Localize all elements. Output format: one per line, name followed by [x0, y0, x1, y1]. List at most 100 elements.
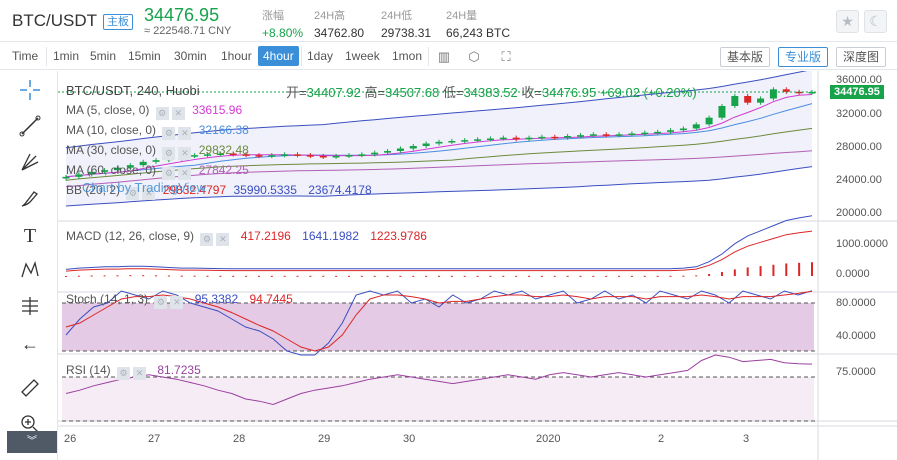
trend-line-icon[interactable]: [17, 115, 43, 141]
price-tick: 36000.00: [836, 74, 882, 86]
macd-histogram-bar: [219, 275, 222, 277]
timeframe-1mon[interactable]: 1mon: [392, 49, 423, 63]
close-icon[interactable]: ✕: [178, 167, 192, 180]
price-chart[interactable]: [58, 71, 897, 460]
high-value: 34507.68: [385, 85, 440, 100]
basic-view-button[interactable]: 基本版: [720, 47, 771, 67]
candle-body: [576, 135, 584, 137]
candle-body: [474, 139, 482, 141]
candle-body: [486, 138, 494, 140]
settings-icon[interactable]: ⚙: [126, 187, 140, 200]
timeframe-1day[interactable]: 1day: [307, 49, 334, 63]
back-arrow-icon[interactable]: ←: [21, 334, 39, 354]
close-icon[interactable]: ✕: [178, 127, 192, 140]
price-tick: 28000.00: [836, 141, 882, 153]
fullscreen-icon[interactable]: ⛶: [501, 49, 511, 64]
candle-body: [294, 154, 302, 156]
timeframe-15min[interactable]: 15min: [128, 49, 161, 63]
timeframe-1week[interactable]: 1week: [345, 49, 380, 63]
macd-histogram-bar: [245, 275, 248, 277]
close-icon[interactable]: ✕: [216, 233, 230, 246]
stoch-legend[interactable]: Stoch (14, 1, 3) ⚙ ✕ 95.3382 94.7445: [66, 292, 293, 309]
settings-icon[interactable]: ⚙: [200, 233, 214, 246]
macd-histogram-bar: [373, 275, 376, 277]
ma60-legend[interactable]: MA (60, close, 0) ⚙ ✕ 27842.25: [66, 163, 249, 180]
candle-body: [705, 117, 713, 125]
pitchfork-icon[interactable]: [17, 151, 43, 177]
candle-body: [757, 98, 765, 103]
settings-icon[interactable]: ⚙: [155, 107, 169, 120]
theme-moon-icon[interactable]: ☾: [864, 10, 887, 33]
crosshair-icon[interactable]: [17, 79, 43, 105]
macd-histogram-bar: [425, 275, 428, 277]
macd-histogram-bar: [116, 275, 119, 277]
bb-legend[interactable]: BB (20, 2) ⚙ ✕ 29832.4797 35990.5335 2367…: [66, 183, 372, 200]
ohlc-readout: 开=34407.92 高=34507.68 低=34383.52 收=34476…: [286, 82, 697, 101]
close-icon[interactable]: ✕: [133, 367, 147, 380]
timeframe-5min[interactable]: 5min: [90, 49, 117, 63]
candle-body: [525, 137, 533, 140]
timeframe-time[interactable]: Time: [12, 49, 39, 63]
macd-tick: 0.0000: [836, 268, 870, 280]
macd-legend[interactable]: MACD (12, 26, close, 9) ⚙ ✕ 417.2196 1641…: [66, 229, 427, 246]
candle-body: [101, 170, 109, 172]
candle-body: [435, 141, 443, 144]
candle-body: [319, 156, 327, 158]
timeframe-30min[interactable]: 30min: [174, 49, 207, 63]
candle-body: [795, 91, 803, 94]
low-value: 29738.31: [381, 26, 432, 40]
rsi-value: 81.7235: [157, 363, 201, 377]
candle-body: [152, 160, 160, 162]
ma5-legend[interactable]: MA (5, close, 0) ⚙ ✕ 33615.96: [66, 103, 242, 120]
close-icon[interactable]: ✕: [178, 147, 192, 160]
chart-title: BTC/USDT, 240, Huobi: [66, 83, 200, 98]
macd-histogram-bar: [309, 275, 312, 277]
settings-icon[interactable]: ⚙: [117, 367, 131, 380]
depth-chart-button[interactable]: 深度图: [836, 47, 887, 67]
open-label: 开=: [286, 85, 307, 100]
rsi-legend[interactable]: RSI (14) ⚙ ✕ 81.7235: [66, 363, 201, 380]
settings-icon[interactable]: ⚙: [162, 147, 176, 160]
macd-histogram-bar: [283, 275, 286, 277]
indicators-icon[interactable]: ▥: [437, 49, 451, 64]
zoom-in-icon[interactable]: [17, 413, 43, 439]
candle-body: [667, 130, 675, 132]
candle-body: [461, 140, 469, 142]
ruler-icon[interactable]: [17, 377, 43, 403]
settings-icon[interactable]: ⚙: [162, 127, 176, 140]
macd-histogram-bar: [399, 275, 402, 277]
candle-body: [242, 154, 250, 156]
settings-icon[interactable]: ⚙: [162, 167, 176, 180]
candle-body: [744, 96, 752, 103]
favorite-star-icon[interactable]: ★: [836, 10, 859, 33]
tradingview-logo[interactable]: Chart by TradingView: [82, 180, 207, 195]
low-value: 34383.52: [463, 85, 518, 100]
macd-histogram-bar: [386, 275, 389, 277]
ma10-legend[interactable]: MA (10, close, 0) ⚙ ✕ 32166.38: [66, 123, 249, 140]
pro-view-button[interactable]: 专业版: [778, 47, 829, 67]
close-icon[interactable]: ✕: [170, 296, 184, 309]
timeframe-1hour[interactable]: 1hour: [221, 49, 252, 63]
pattern-icon[interactable]: [17, 259, 43, 285]
bb-label: BB (20, 2): [66, 183, 121, 197]
timeframe-1min[interactable]: 1min: [53, 49, 80, 63]
brush-icon[interactable]: [17, 187, 43, 213]
candle-body: [371, 152, 379, 155]
settings-gear-icon[interactable]: ⬡: [468, 49, 480, 64]
macd-histogram-bar: [515, 275, 518, 277]
close-icon[interactable]: ✕: [171, 107, 185, 120]
close-icon[interactable]: ✕: [142, 187, 156, 200]
settings-icon[interactable]: ⚙: [154, 296, 168, 309]
forecast-icon[interactable]: [17, 295, 43, 321]
stoch-d-line: [65, 290, 813, 352]
macd-histogram-bar: [630, 275, 633, 277]
ma30-legend[interactable]: MA (30, close, 0) ⚙ ✕ 29832.48: [66, 143, 249, 160]
timeframe-4hour[interactable]: 4hour: [258, 46, 299, 66]
collapse-toolbar-chevron-icon[interactable]: ︾: [7, 431, 57, 453]
candle-body: [139, 161, 147, 166]
x-tick: 28: [233, 433, 246, 445]
candle-body: [628, 133, 636, 135]
macd-histogram-bar: [540, 275, 543, 277]
text-tool-icon[interactable]: T: [23, 225, 37, 247]
x-tick: 30: [403, 433, 416, 445]
